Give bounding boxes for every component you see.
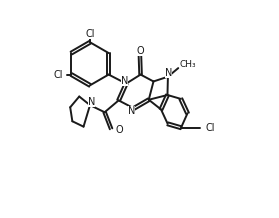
Text: O: O: [116, 125, 123, 135]
Text: Cl: Cl: [54, 70, 63, 80]
Text: N: N: [121, 76, 128, 86]
Text: O: O: [136, 46, 144, 56]
Text: N: N: [165, 68, 172, 78]
Text: N: N: [88, 97, 95, 107]
Text: CH₃: CH₃: [180, 60, 197, 69]
Text: N: N: [128, 106, 135, 116]
Text: Cl: Cl: [85, 29, 95, 39]
Text: Cl: Cl: [206, 123, 215, 133]
